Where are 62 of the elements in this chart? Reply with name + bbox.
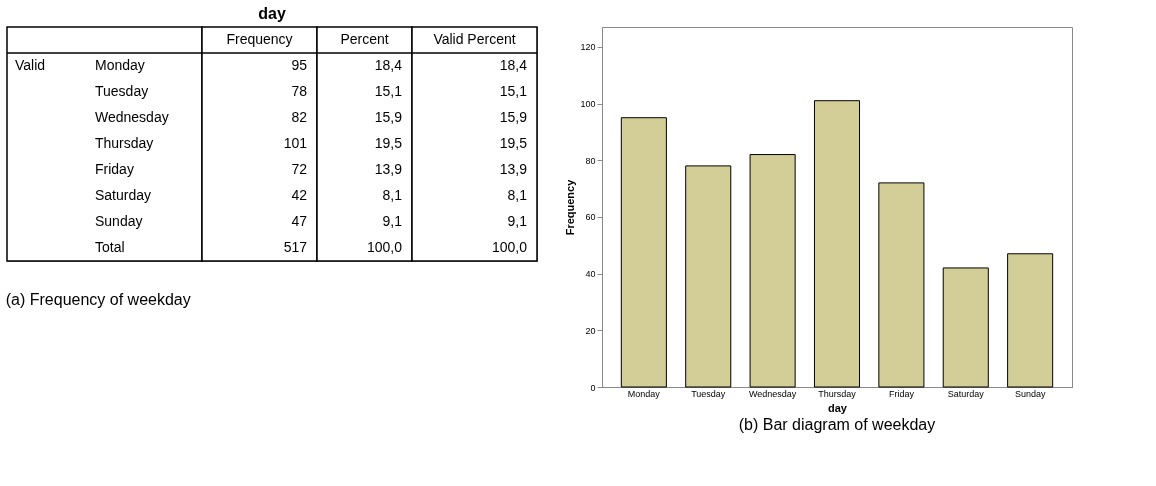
- text: 101: [283, 135, 307, 151]
- category-label: Percent: [340, 31, 389, 47]
- text: (a) Frequency of weekday: [5, 291, 191, 309]
- text: 517: [283, 239, 307, 255]
- category-label: Sunday: [95, 213, 143, 229]
- text: 19,5: [374, 135, 402, 151]
- text: 100,0: [366, 239, 402, 255]
- y-tick-label: 40: [585, 269, 596, 280]
- text: 82: [291, 109, 307, 125]
- x-tick-label: Wednesday: [748, 388, 797, 399]
- text: 100,0: [491, 239, 527, 255]
- bar: [1007, 253, 1054, 388]
- x-tick-label: Sunday: [1014, 388, 1046, 399]
- y-tick-label: 60: [585, 212, 596, 223]
- text: (b) Bar diagram of weekday: [738, 416, 936, 433]
- y-tick-label: 20: [585, 325, 596, 336]
- bar: [685, 165, 732, 388]
- text: 13,9: [499, 161, 527, 177]
- x-tick-label: Friday: [888, 388, 915, 399]
- x-tick-label: Saturday: [947, 388, 985, 399]
- text: 9,1: [507, 213, 527, 229]
- text: 95: [291, 57, 307, 73]
- bar: [749, 154, 796, 388]
- text: 8,1: [507, 187, 527, 203]
- x-tick-label: Thursday: [818, 388, 857, 399]
- text: 8,1: [382, 187, 402, 203]
- text: 19,5: [499, 135, 527, 151]
- y-tick-label: 120: [580, 42, 596, 53]
- y-tick-label: 100: [580, 99, 596, 110]
- text: 15,1: [499, 83, 527, 99]
- text: 78: [291, 83, 307, 99]
- category-label: Tuesday: [95, 83, 149, 99]
- text: 72: [291, 161, 307, 177]
- text: 13,9: [374, 161, 402, 177]
- category-label: Total: [95, 239, 125, 255]
- y-tick-label: 80: [585, 155, 596, 166]
- category-label: Frequency: [226, 31, 293, 47]
- y-axis-title: Frequency: [564, 178, 577, 236]
- text: 15,9: [499, 109, 527, 125]
- y-tick-label: 0: [590, 382, 596, 393]
- text: Valid: [15, 57, 46, 73]
- x-tick-label: Tuesday: [691, 388, 726, 399]
- text: 47: [291, 213, 307, 229]
- bar: [942, 267, 989, 388]
- x-axis-title: day: [828, 401, 848, 414]
- bar: [813, 100, 861, 388]
- category-label: Wednesday: [95, 109, 169, 125]
- text: 15,1: [374, 83, 402, 99]
- category-label: Valid Percent: [433, 31, 516, 47]
- text: 18,4: [499, 57, 527, 73]
- text: 42: [291, 187, 307, 203]
- x-tick-label: Monday: [627, 388, 661, 399]
- bar: [620, 117, 667, 388]
- text: day: [258, 5, 286, 23]
- category-label: Monday: [95, 57, 145, 73]
- category-label: Thursday: [95, 135, 154, 151]
- category-label: Friday: [95, 161, 134, 177]
- category-label: Saturday: [95, 187, 152, 203]
- text: 18,4: [374, 57, 402, 73]
- text: 9,1: [382, 213, 402, 229]
- bar: [878, 182, 925, 388]
- text: 15,9: [374, 109, 402, 125]
